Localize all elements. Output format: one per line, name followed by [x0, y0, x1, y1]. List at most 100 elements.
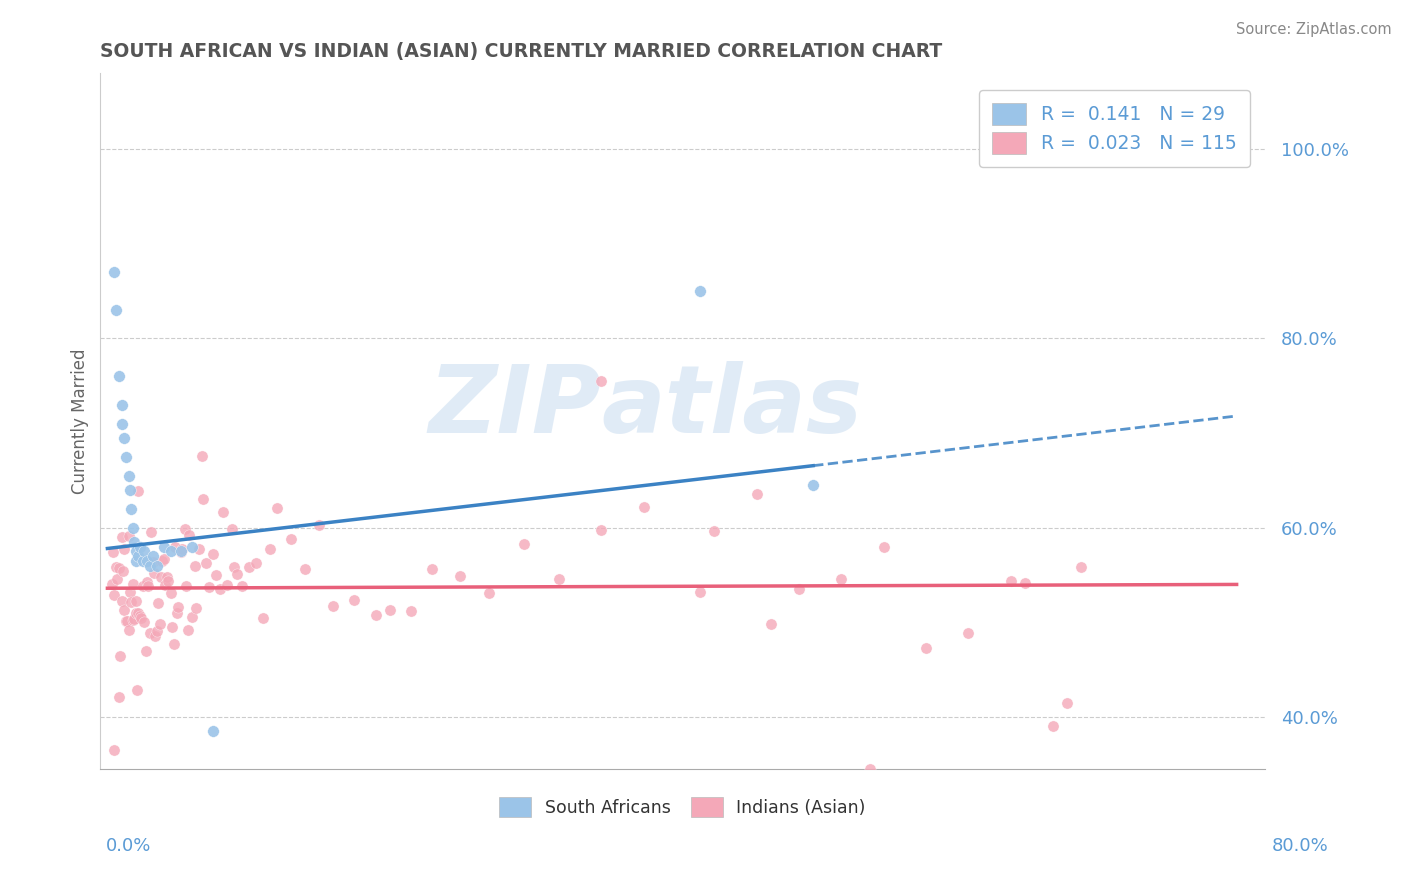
- Point: [1070, 560, 1092, 574]
- Point: [308, 518, 330, 533]
- Point: [132, 615, 155, 630]
- Point: [110, 594, 132, 608]
- Point: [131, 579, 153, 593]
- Point: [110, 417, 132, 431]
- Point: [181, 610, 204, 624]
- Point: [129, 611, 152, 625]
- Point: [114, 615, 136, 629]
- Point: [205, 567, 228, 582]
- Point: [152, 554, 174, 568]
- Point: [266, 500, 288, 515]
- Point: [136, 574, 159, 589]
- Point: [162, 620, 184, 634]
- Point: [142, 555, 165, 569]
- Point: [127, 606, 149, 620]
- Point: [112, 542, 135, 557]
- Point: [145, 629, 167, 643]
- Text: 80.0%: 80.0%: [1272, 837, 1329, 855]
- Point: [148, 596, 170, 610]
- Point: [209, 582, 232, 596]
- Point: [179, 528, 201, 542]
- Point: [104, 560, 127, 574]
- Point: [117, 623, 139, 637]
- Point: [252, 611, 274, 625]
- Point: [633, 500, 655, 515]
- Point: [110, 530, 132, 544]
- Point: [188, 541, 211, 556]
- Point: [167, 600, 190, 615]
- Point: [245, 556, 267, 570]
- Point: [221, 522, 243, 536]
- Point: [689, 284, 711, 298]
- Point: [118, 483, 141, 497]
- Text: 0.0%: 0.0%: [105, 837, 150, 855]
- Point: [689, 585, 711, 599]
- Point: [1014, 576, 1036, 591]
- Point: [217, 578, 239, 592]
- Point: [121, 521, 143, 535]
- Y-axis label: Currently Married: Currently Married: [72, 349, 89, 494]
- Text: atlas: atlas: [602, 361, 862, 453]
- Point: [107, 690, 129, 704]
- Point: [160, 586, 183, 600]
- Point: [103, 743, 125, 757]
- Point: [198, 580, 221, 594]
- Point: [124, 554, 146, 568]
- Point: [177, 623, 200, 637]
- Text: SOUTH AFRICAN VS INDIAN (ASIAN) CURRENTLY MARRIED CORRELATION CHART: SOUTH AFRICAN VS INDIAN (ASIAN) CURRENTL…: [100, 42, 942, 61]
- Point: [181, 540, 204, 554]
- Point: [513, 537, 536, 551]
- Point: [231, 578, 253, 592]
- Point: [146, 624, 169, 639]
- Point: [1056, 696, 1078, 710]
- Point: [125, 682, 148, 697]
- Point: [174, 522, 197, 536]
- Legend: South Africans, Indians (Asian): South Africans, Indians (Asian): [492, 790, 873, 824]
- Point: [343, 592, 366, 607]
- Point: [202, 547, 225, 561]
- Point: [172, 542, 194, 557]
- Point: [100, 577, 122, 591]
- Point: [759, 617, 782, 632]
- Point: [127, 549, 149, 563]
- Point: [121, 613, 143, 627]
- Point: [115, 614, 138, 628]
- Point: [745, 487, 768, 501]
- Point: [146, 558, 169, 573]
- Point: [186, 600, 208, 615]
- Point: [127, 483, 149, 498]
- Point: [212, 505, 235, 519]
- Point: [238, 560, 260, 574]
- Point: [294, 561, 316, 575]
- Point: [420, 562, 443, 576]
- Point: [166, 606, 188, 620]
- Point: [155, 578, 177, 592]
- Point: [915, 641, 938, 656]
- Point: [548, 572, 571, 586]
- Point: [120, 595, 142, 609]
- Point: [131, 554, 153, 568]
- Point: [591, 374, 613, 388]
- Point: [160, 544, 183, 558]
- Point: [124, 594, 146, 608]
- Point: [163, 637, 186, 651]
- Point: [830, 572, 852, 586]
- Point: [378, 603, 401, 617]
- Point: [128, 609, 150, 624]
- Point: [107, 561, 129, 575]
- Point: [226, 567, 249, 582]
- Point: [132, 544, 155, 558]
- Point: [957, 625, 980, 640]
- Point: [170, 544, 193, 558]
- Point: [449, 569, 471, 583]
- Point: [117, 529, 139, 543]
- Point: [103, 265, 125, 279]
- Point: [399, 604, 422, 618]
- Point: [153, 552, 176, 566]
- Point: [122, 534, 145, 549]
- Point: [112, 431, 135, 445]
- Point: [165, 540, 187, 554]
- Point: [1000, 574, 1022, 588]
- Point: [184, 558, 207, 573]
- Point: [117, 468, 139, 483]
